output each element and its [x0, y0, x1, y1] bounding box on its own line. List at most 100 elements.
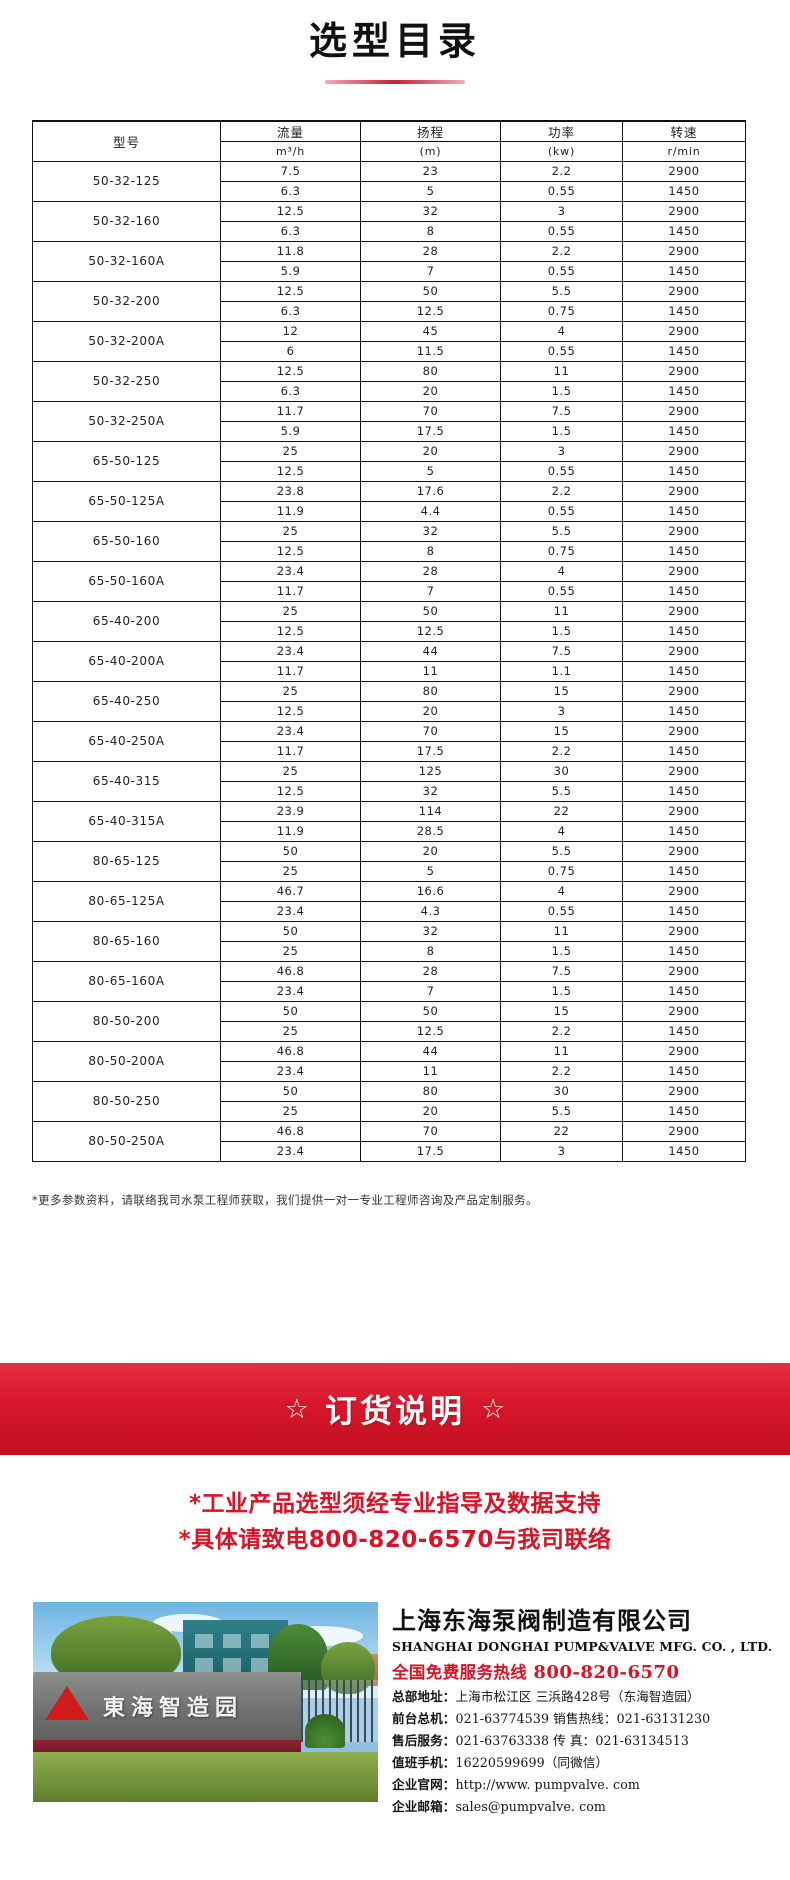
cell-speed: 2900 [622, 1080, 746, 1102]
table-row: 23.4 4.3 0.55 1450 [33, 900, 746, 922]
table-row: 6.3 20 1.5 1450 [33, 380, 746, 402]
table-row: 65-40-250A 23.4 70 15 2900 [32, 720, 746, 762]
cell-head: 17.5 [360, 1140, 501, 1162]
cell-flow: 23.4 [220, 900, 361, 922]
cell-flow: 23.4 [220, 720, 361, 742]
cell-head: 50 [360, 600, 501, 622]
cell-model: 80-50-200 [32, 1000, 221, 1042]
table-row: 5.9 7 0.55 1450 [33, 260, 746, 282]
cell-head: 28.5 [360, 820, 501, 842]
cell-power: 4 [500, 880, 623, 902]
building-window [223, 1658, 241, 1672]
cell-power: 15 [500, 680, 623, 702]
cell-flow: 11.9 [220, 500, 361, 522]
star-icon-left: ☆ [284, 1393, 309, 1424]
cell-flow: 12 [220, 320, 361, 342]
cell-speed: 2900 [622, 920, 746, 942]
table-row: 65-40-315 25 125 30 2900 [32, 760, 746, 802]
cell-head: 4.4 [360, 500, 501, 522]
cell-speed: 1450 [622, 260, 746, 282]
cell-head: 5 [360, 180, 501, 202]
cell-head: 8 [360, 220, 501, 242]
cell-speed: 2900 [622, 280, 746, 302]
page-header: 选型目录 [0, 0, 790, 84]
cell-model: 50-32-125 [32, 160, 221, 202]
cell-flow: 12.5 [220, 200, 361, 222]
cell-head: 80 [360, 680, 501, 702]
cell-speed: 2900 [622, 440, 746, 462]
table-row: 80-50-200 50 50 15 2900 [32, 1000, 746, 1042]
banner-inner: ☆ 订货说明 ☆ [285, 1386, 505, 1432]
table-row: 6.3 5 0.55 1450 [33, 180, 746, 202]
cell-head: 12.5 [360, 1020, 501, 1042]
header-cell-unit-0: m³/h [220, 140, 361, 162]
cell-flow: 46.7 [220, 880, 361, 902]
cell-head: 4.3 [360, 900, 501, 922]
cell-speed: 1450 [622, 340, 746, 362]
cell-speed: 2900 [622, 480, 746, 502]
cell-model: 50-32-200A [32, 320, 221, 362]
cell-head: 20 [360, 380, 501, 402]
table-row: 50-32-250A 11.7 70 7.5 2900 [32, 400, 746, 442]
wall-sign-text: 東海智造园 [103, 1696, 244, 1721]
cell-speed: 1450 [622, 420, 746, 442]
cell-power: 0.55 [500, 220, 623, 242]
cell-head: 28 [360, 240, 501, 262]
contact-value: sales@pumpvalve. com [455, 1798, 606, 1814]
cell-model: 80-50-200A [32, 1040, 221, 1082]
table-row: 80-50-250A 46.8 70 22 2900 [32, 1120, 746, 1162]
donghai-logo-icon [45, 1686, 89, 1720]
cell-head: 70 [360, 720, 501, 742]
cell-head: 20 [360, 1100, 501, 1122]
cell-head: 50 [360, 1000, 501, 1022]
contact-value: 上海市松江区 三浜路428号（东海智造园） [455, 1688, 700, 1704]
contact-label: 总部地址： [392, 1688, 456, 1704]
cell-model: 80-65-160 [32, 920, 221, 962]
cell-speed: 2900 [622, 760, 746, 782]
cell-power: 11 [500, 360, 623, 382]
cell-power: 3 [500, 440, 623, 462]
cell-speed: 2900 [622, 840, 746, 862]
contact-label: 企业官网： [392, 1776, 456, 1792]
factory-photo: 東海智造园 [33, 1602, 378, 1802]
cell-model: 50-32-160 [32, 200, 221, 242]
cell-flow: 25 [220, 1100, 361, 1122]
cell-power: 11 [500, 920, 623, 942]
cell-head: 16.6 [360, 880, 501, 902]
cell-power: 0.75 [500, 300, 623, 322]
cell-head: 17.5 [360, 420, 501, 442]
cell-power: 7.5 [500, 960, 623, 982]
cell-model: 50-32-250A [32, 400, 221, 442]
cell-head: 20 [360, 840, 501, 862]
contact-label: 售后服务： [392, 1732, 456, 1748]
cell-speed: 2900 [622, 520, 746, 542]
cell-speed: 2900 [622, 360, 746, 382]
header-cell-group-3: 转速 [622, 119, 746, 142]
cell-power: 1.5 [500, 420, 623, 442]
cell-power: 2.2 [500, 1060, 623, 1082]
cell-speed: 1450 [622, 980, 746, 1002]
cell-power: 0.55 [500, 500, 623, 522]
cell-model: 65-50-125 [32, 440, 221, 482]
cell-speed: 1450 [622, 780, 746, 802]
cell-power: 0.55 [500, 180, 623, 202]
table-row: 50-32-160 12.5 32 3 2900 [32, 200, 746, 242]
cell-power: 1.1 [500, 660, 623, 682]
cell-speed: 1450 [622, 740, 746, 762]
cell-flow: 12.5 [220, 280, 361, 302]
cell-flow: 46.8 [220, 960, 361, 982]
table-footnote: *更多参数资料，请联络我司水泵工程师获取，我们提供一对一专业工程师咨询及产品定制… [32, 1192, 538, 1207]
cell-power: 0.55 [500, 580, 623, 602]
cell-model: 65-40-250 [32, 680, 221, 722]
cell-head: 20 [360, 440, 501, 462]
cell-flow: 25 [220, 440, 361, 462]
cell-speed: 2900 [622, 600, 746, 622]
cell-head: 45 [360, 320, 501, 342]
cell-head: 50 [360, 280, 501, 302]
cell-flow: 46.8 [220, 1120, 361, 1142]
cell-head: 125 [360, 760, 501, 782]
cell-speed: 1450 [622, 500, 746, 522]
contact-line-4: 企业官网：http://www. pumpvalve. com [392, 1774, 772, 1793]
cell-head: 5 [360, 460, 501, 482]
cell-power: 1.5 [500, 980, 623, 1002]
